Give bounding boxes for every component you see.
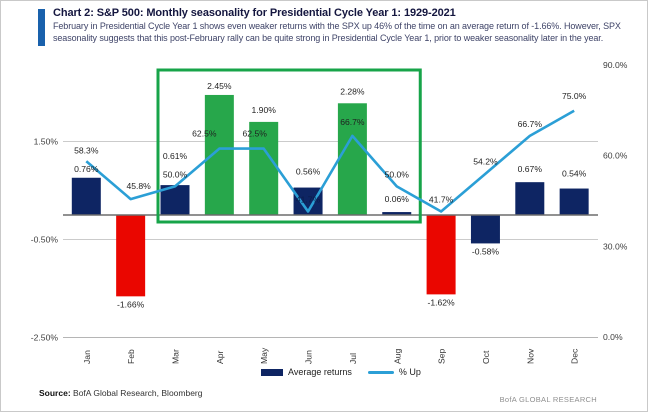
average-returns-bars (71, 94, 589, 297)
pct-label-Dec: 75.0% (562, 91, 587, 101)
bar-label-Apr: 2.45% (207, 81, 232, 91)
pct-label-Jan: 58.3% (74, 145, 99, 155)
pct-label-May: 62.5% (243, 129, 268, 139)
line-swatch-icon (367, 370, 394, 374)
bar-label-May: 1.90% (252, 105, 277, 115)
bar-Oct (470, 215, 500, 244)
bar-label-Dec: 0.54% (562, 169, 587, 179)
chart-title: Chart 2: S&P 500: Monthly seasonality fo… (53, 7, 456, 19)
pct-label-Feb: 45.8% (126, 181, 151, 191)
bar-Apr (204, 94, 234, 215)
month-label-Jan: Jan (82, 350, 92, 364)
svg-text:90.0%: 90.0% (603, 60, 628, 70)
month-label-May: May (259, 347, 269, 364)
pct-label-Oct: 54.2% (473, 157, 498, 167)
pct-up-line (85, 109, 575, 213)
month-label-Jul: Jul (348, 353, 358, 364)
pct-label-Apr: 62.5% (192, 129, 217, 139)
month-label-Sep: Sep (437, 348, 447, 364)
svg-text:-2.50%: -2.50% (31, 333, 59, 343)
title-accent-bar (38, 9, 45, 46)
left-axis-labels: 1.50% -0.50% -2.50% (31, 137, 59, 343)
bar-Sep (426, 215, 456, 295)
month-labels: Jan Feb Mar Apr May Jun Jul Aug Sep Oct Nov Dec (82, 347, 580, 364)
month-label-Nov: Nov (525, 348, 535, 364)
bar-swatch-icon (261, 368, 283, 376)
bar-Jul (337, 103, 367, 215)
month-label-Apr: Apr (215, 350, 225, 364)
bar-label-Oct: -0.58% (472, 246, 500, 256)
brand-watermark: BofA GLOBAL RESEARCH (499, 395, 597, 404)
source-note: Source: BofA Global Research, Bloomberg (39, 388, 203, 398)
pct-label-Sep: 41.7% (429, 194, 454, 204)
legend-item-pct-up: % Up (367, 367, 421, 377)
pct-label-Mar: 50.0% (163, 169, 188, 179)
pct-label-Aug: 50.0% (385, 169, 410, 179)
svg-text:30.0%: 30.0% (603, 241, 628, 251)
svg-text:-0.50%: -0.50% (31, 235, 59, 245)
pct-label-Nov: 66.7% (518, 119, 543, 129)
bar-label-Jul: 2.28% (340, 86, 365, 96)
month-label-Mar: Mar (171, 349, 181, 364)
bar-Nov (515, 182, 545, 215)
svg-text:60.0%: 60.0% (603, 151, 628, 161)
bar-Dec (559, 188, 589, 215)
chart-subtitle: February in Presidential Cycle Year 1 sh… (53, 21, 621, 43)
month-label-Dec: Dec (570, 348, 580, 364)
source-label: Source: (39, 388, 71, 398)
bar-label-Aug: 0.06% (385, 194, 410, 204)
bar-Aug (382, 212, 412, 215)
highlight-box (156, 68, 422, 224)
month-label-Aug: Aug (392, 348, 402, 364)
legend-label: Average returns (288, 367, 352, 377)
bar-label-Jan: 0.76% (74, 164, 99, 174)
svg-text:0.0%: 0.0% (603, 332, 623, 342)
bar-label-Nov: 0.67% (518, 164, 543, 174)
legend: Average returns % Up (261, 367, 421, 377)
pct-up-labels: 58.3% 45.8% 50.0% 62.5% 62.5% 41.7% 66.7% 50.0%… (74, 91, 587, 205)
pct-label-Jul: 66.7% (340, 117, 365, 127)
pct-label-Jun: 41.7% (296, 194, 321, 204)
bar-label-Feb: -1.66% (117, 299, 145, 309)
bar-value-labels: 0.76% -1.66% 0.61% 2.45% 1.90% 0.56% 2.28% 0.06… (74, 81, 587, 309)
right-axis-labels: 90.0% 60.0% 30.0% 0.0% (603, 60, 628, 342)
source-text: BofA Global Research, Bloomberg (73, 388, 203, 398)
svg-text:1.50%: 1.50% (34, 137, 59, 147)
bar-Jan (71, 177, 101, 215)
bar-label-Sep: -1.62% (427, 297, 455, 307)
bar-May (249, 121, 279, 215)
month-label-Oct: Oct (481, 350, 491, 364)
month-label-Jun: Jun (304, 350, 314, 364)
legend-label: % Up (398, 367, 421, 377)
bar-Feb (116, 215, 146, 297)
legend-item-average-returns: Average returns (261, 367, 352, 377)
bar-label-Mar: 0.61% (163, 151, 188, 161)
bar-label-Jun: 0.56% (296, 167, 321, 177)
month-label-Feb: Feb (126, 349, 136, 364)
